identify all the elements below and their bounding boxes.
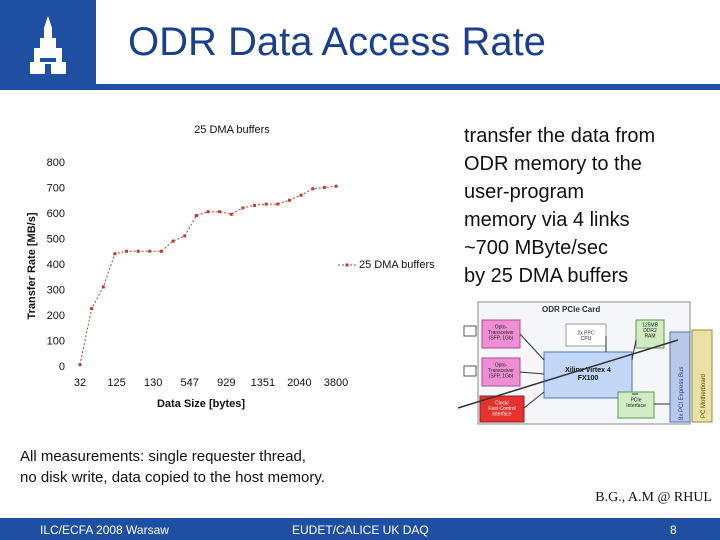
y-axis: 0 100 200 300 400 500 600 700 800 bbox=[47, 157, 65, 373]
y-tick-label: 500 bbox=[47, 234, 65, 246]
x-axis-label: Data Size [bytes] bbox=[157, 398, 245, 410]
data-point bbox=[276, 202, 280, 206]
castle-tower-icon bbox=[30, 16, 66, 74]
data-point bbox=[218, 210, 222, 214]
opto-transceiver-1: Opto-Transceiver (SFP, 1Gb) bbox=[481, 319, 521, 349]
data-point bbox=[78, 363, 82, 367]
data-point bbox=[125, 249, 129, 253]
header: ODR Data Access Rate bbox=[0, 0, 720, 90]
data-point bbox=[287, 198, 291, 202]
block-label: PC Motherboard bbox=[701, 374, 707, 418]
data-point bbox=[171, 239, 175, 243]
page-title: ODR Data Access Rate bbox=[128, 20, 546, 64]
legend: 25 DMA buffers bbox=[338, 259, 435, 271]
description-line: user-program bbox=[464, 181, 585, 203]
x-tick-label: 32 bbox=[74, 377, 86, 389]
data-point bbox=[334, 184, 338, 188]
y-tick-label: 700 bbox=[47, 183, 65, 195]
opto-transceiver-2: Opto-Transceiver (SFP, 1Gb) bbox=[481, 357, 521, 387]
pci-express-bus: 8x PCI Express Bus bbox=[669, 331, 691, 423]
data-point bbox=[311, 187, 315, 191]
block-label: PCIe Interface bbox=[626, 397, 646, 409]
y-tick-label: 600 bbox=[47, 208, 65, 220]
pcie-interface-block: PCIe Interface bbox=[617, 391, 655, 419]
footer: ILC/ECFA 2008 Warsaw EUDET/CALICE UK DAQ… bbox=[0, 518, 720, 540]
ppc-cpu-block: 2x PPC CPU bbox=[565, 323, 607, 347]
x-axis: 32 125 130 547 929 1351 2040 3800 bbox=[74, 377, 348, 389]
data-point bbox=[322, 186, 326, 189]
x-tick-label: 547 bbox=[181, 377, 199, 389]
x-tick-label: 1351 bbox=[251, 377, 275, 389]
note-line: All measurements: single requester threa… bbox=[20, 448, 306, 465]
y-axis-label: Transfer Rate [MB/s] bbox=[26, 212, 38, 319]
card-title: ODR PCIe Card bbox=[542, 305, 600, 314]
series-points bbox=[78, 184, 338, 367]
odr-pcie-card-diagram: ODR PCIe Card Opto-Transceiver (SFP, 1Gb)… bbox=[457, 301, 713, 425]
chart-title: 25 DMA buffers bbox=[194, 124, 270, 136]
data-point bbox=[159, 249, 163, 253]
y-tick-label: 300 bbox=[47, 285, 65, 297]
data-point bbox=[136, 249, 140, 253]
y-tick-label: 0 bbox=[59, 361, 65, 373]
x-tick-label: 2040 bbox=[287, 377, 311, 389]
description-line: transfer the data from bbox=[464, 125, 656, 147]
block-label: 2x PPC CPU bbox=[578, 330, 595, 342]
description-line: ~700 MByte/sec bbox=[464, 237, 608, 259]
data-point bbox=[183, 234, 187, 238]
ddr2-ram-block: 125MB DDR2 RAM bbox=[635, 319, 665, 349]
note-line: no disk write, data copied to the host m… bbox=[20, 469, 325, 486]
x-tick-label: 929 bbox=[217, 377, 235, 389]
y-tick-label: 100 bbox=[47, 336, 65, 348]
data-point bbox=[264, 202, 268, 206]
legend-label: 25 DMA buffers bbox=[359, 259, 435, 271]
x-tick-label: 130 bbox=[144, 377, 162, 389]
data-point bbox=[194, 214, 198, 218]
description-line: memory via 4 links bbox=[464, 209, 630, 231]
block-label: 125MB DDR2 RAM bbox=[642, 323, 659, 340]
description-line: by 25 DMA buffers bbox=[464, 265, 629, 287]
series-line bbox=[79, 185, 337, 365]
university-logo bbox=[0, 0, 96, 90]
description-text: transfer the data from ODR memory to the… bbox=[464, 122, 714, 290]
data-point bbox=[206, 210, 210, 214]
x-tick-label: 125 bbox=[107, 377, 125, 389]
x-tick-label: 3800 bbox=[324, 377, 348, 389]
data-point bbox=[90, 307, 94, 311]
measurement-note: All measurements: single requester threa… bbox=[20, 446, 325, 488]
data-point bbox=[229, 212, 233, 216]
data-point bbox=[241, 206, 245, 210]
data-flow-arrows bbox=[457, 333, 679, 409]
data-point bbox=[148, 249, 152, 253]
title-divider bbox=[96, 84, 720, 90]
pc-motherboard: PC Motherboard bbox=[691, 329, 713, 423]
fpga-block: Xilinx Virtex 4 FX100 bbox=[543, 351, 633, 399]
footer-conference: ILC/ECFA 2008 Warsaw bbox=[40, 523, 169, 537]
author-credit: B.G., A.M @ RHUL bbox=[595, 490, 712, 505]
data-point bbox=[253, 203, 257, 207]
transfer-rate-chart: 25 DMA buffers 0 100 200 300 400 500 600 700 800… bbox=[26, 124, 435, 410]
block-label: 8x PCI Express Bus bbox=[679, 367, 685, 420]
clock-fast-control-block: Clock/Fast Control interface bbox=[479, 395, 525, 423]
block-label: Clock/Fast Control interface bbox=[488, 401, 515, 418]
data-point bbox=[299, 193, 303, 197]
y-tick-label: 200 bbox=[47, 310, 65, 322]
block-label: Xilinx Virtex 4 FX100 bbox=[565, 367, 611, 382]
block-label: Opto-Transceiver (SFP, 1Gb) bbox=[488, 363, 514, 380]
data-point bbox=[113, 252, 117, 256]
fiber-connector-icon bbox=[463, 325, 477, 377]
y-tick-label: 400 bbox=[47, 259, 65, 271]
data-point bbox=[101, 285, 105, 289]
page-number: 8 bbox=[670, 523, 677, 537]
block-label: Opto-Transceiver (SFP, 1Gb) bbox=[488, 325, 514, 342]
description-line: ODR memory to the bbox=[464, 153, 642, 175]
legend-marker bbox=[345, 263, 349, 267]
y-tick-label: 800 bbox=[47, 157, 65, 169]
footer-project: EUDET/CALICE UK DAQ bbox=[292, 523, 429, 537]
